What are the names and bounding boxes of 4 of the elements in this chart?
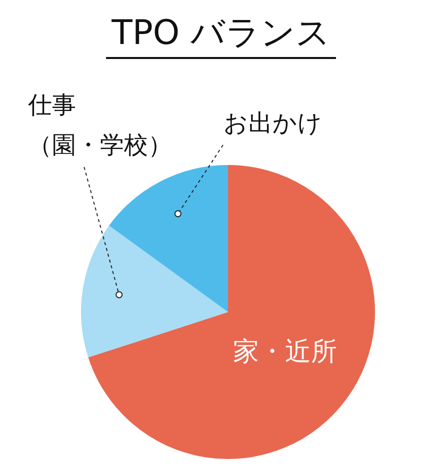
slice-label: 家・近所 xyxy=(233,337,338,368)
slice-label: 仕事（園・学校） xyxy=(27,91,172,160)
chart-title: TPO バランス xyxy=(106,13,336,59)
slice-label: お出かけ xyxy=(224,109,322,138)
